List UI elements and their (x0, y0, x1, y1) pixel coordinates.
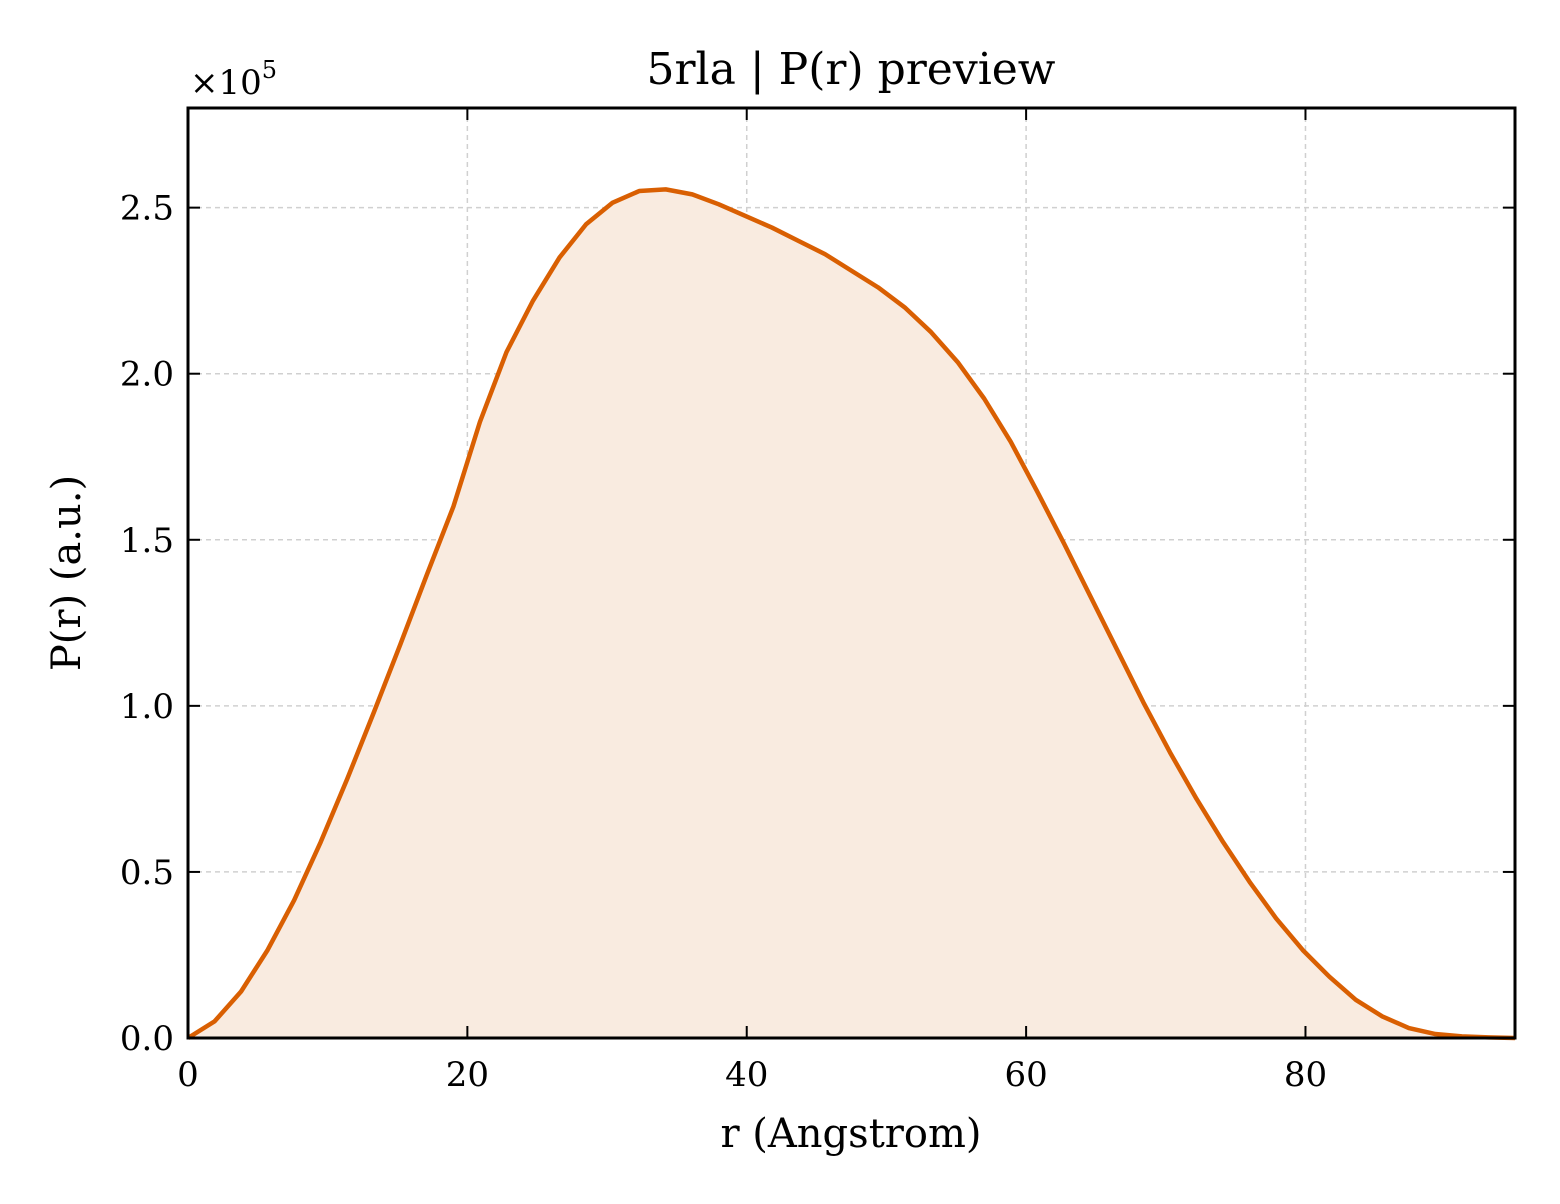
x-tick-label: 0 (177, 1055, 199, 1095)
x-tick-label: 60 (1004, 1055, 1047, 1095)
y-tick-label: 2.5 (120, 189, 174, 229)
x-tick-label: 20 (446, 1055, 489, 1095)
ticks: 0 20 40 60 80 0.0 0.5 1.0 1.5 2.0 2.5 (120, 108, 1515, 1095)
series-line (186, 187, 1516, 1041)
y-tick-label: 0.0 (120, 1019, 174, 1059)
y-axis-label: P(r) (a.u.) (44, 475, 90, 671)
y-axis-multiplier-exponent: 5 (262, 56, 277, 84)
y-axis-multiplier-base: ×10 (190, 63, 262, 103)
x-tick-label: 80 (1284, 1055, 1327, 1095)
y-tick-label: 0.5 (120, 853, 174, 893)
y-axis-multiplier: ×105 (190, 56, 277, 103)
area-fill (188, 189, 1515, 1038)
x-tick-label: 40 (725, 1055, 768, 1095)
y-tick-label: 1.5 (120, 521, 174, 561)
y-tick-label: 2.0 (120, 355, 174, 395)
chart-title: 5rla | P(r) preview (647, 44, 1056, 95)
x-axis-label: r (Angstrom) (720, 1111, 981, 1157)
plot-frame (186, 106, 1517, 1040)
y-tick-label: 1.0 (120, 687, 174, 727)
